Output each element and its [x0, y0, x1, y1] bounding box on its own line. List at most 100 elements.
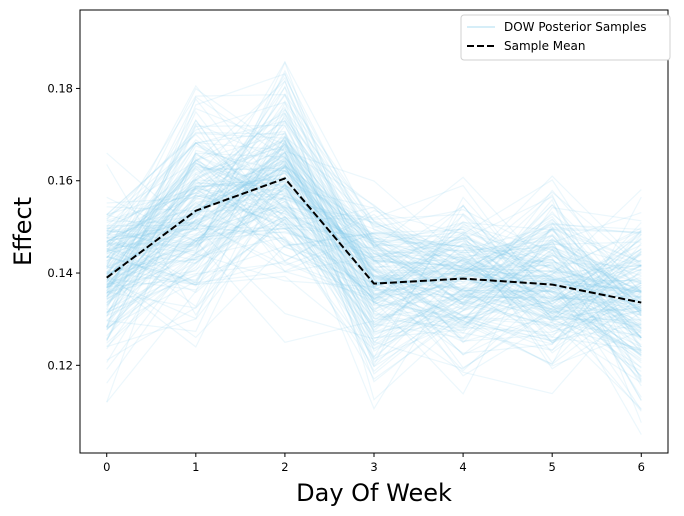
posterior-sample-line — [106, 115, 642, 301]
posterior-sample-line — [106, 164, 642, 365]
posterior-sample-line — [106, 79, 642, 401]
posterior-sample-line — [106, 212, 642, 315]
posterior-sample-line — [106, 140, 642, 311]
posterior-sample-line — [106, 152, 642, 342]
posterior-sample-line — [106, 157, 642, 370]
posterior-sample-line — [106, 163, 642, 411]
posterior-sample-line — [106, 76, 642, 423]
posterior-sample-line — [106, 198, 642, 347]
posterior-sample-line — [106, 223, 642, 324]
sample-mean-layer — [106, 177, 642, 304]
posterior-sample-line — [106, 136, 642, 332]
posterior-sample-line — [106, 214, 642, 368]
posterior-sample-line — [106, 192, 642, 301]
posterior-sample-line — [106, 149, 642, 403]
y-tick-label: 0.14 — [47, 266, 73, 280]
posterior-sample-line — [106, 218, 642, 398]
posterior-sample-line — [106, 206, 642, 306]
posterior-sample-line — [106, 107, 642, 304]
posterior-sample-line — [106, 112, 642, 305]
x-tick-label: 0 — [103, 460, 110, 474]
y-tick-label: 0.16 — [47, 174, 73, 188]
posterior-sample-line — [106, 167, 642, 378]
posterior-sample-line — [106, 203, 642, 338]
posterior-sample-line — [106, 167, 642, 326]
posterior-sample-line — [106, 146, 642, 362]
posterior-sample-line — [106, 236, 642, 368]
posterior-sample-line — [106, 138, 642, 341]
posterior-sample-line — [106, 188, 642, 373]
posterior-sample-line — [106, 155, 642, 435]
posterior-sample-line — [106, 189, 642, 383]
posterior-sample-line — [106, 135, 642, 341]
posterior-sample-line — [106, 216, 642, 384]
posterior-sample-line — [106, 165, 642, 395]
posterior-sample-line — [106, 201, 642, 311]
posterior-sample-line — [106, 136, 642, 329]
posterior-sample-line — [106, 130, 642, 358]
posterior-sample-line — [106, 84, 642, 355]
posterior-sample-line — [106, 144, 642, 339]
posterior-sample-line — [106, 87, 642, 367]
posterior-sample-line — [106, 172, 642, 308]
posterior-sample-line — [106, 184, 642, 329]
posterior-sample-line — [106, 208, 642, 341]
posterior-sample-line — [106, 162, 642, 348]
posterior-sample-line — [106, 123, 642, 316]
posterior-sample-line — [106, 60, 642, 326]
posterior-sample-line — [106, 227, 642, 352]
posterior-sample-line — [106, 159, 642, 317]
posterior-sample-line — [106, 61, 642, 306]
posterior-sample-line — [106, 119, 642, 328]
posterior-sample-line — [106, 157, 642, 380]
posterior-sample-line — [106, 96, 642, 327]
x-tick-label: 2 — [281, 460, 288, 474]
posterior-sample-line — [106, 184, 642, 328]
posterior-sample-line — [106, 141, 642, 307]
posterior-sample-line — [106, 101, 642, 352]
posterior-samples-layer — [106, 60, 642, 435]
posterior-sample-line — [106, 230, 642, 410]
posterior-sample-line — [106, 108, 642, 310]
legend: DOW Posterior Samples Sample Mean — [460, 14, 671, 61]
posterior-sample-line — [106, 178, 642, 350]
posterior-sample-line — [106, 194, 642, 334]
posterior-sample-line — [106, 151, 642, 324]
posterior-sample-line — [106, 175, 642, 334]
posterior-sample-line — [106, 182, 642, 324]
posterior-sample-line — [106, 223, 642, 326]
posterior-sample-line — [106, 148, 642, 278]
y-axis-label: Effect — [9, 197, 37, 266]
y-tick-label: 0.12 — [47, 358, 73, 372]
posterior-sample-line — [106, 93, 642, 365]
posterior-sample-line — [106, 221, 642, 354]
posterior-sample-line — [106, 155, 642, 401]
posterior-sample-line — [106, 215, 642, 300]
posterior-sample-line — [106, 164, 642, 348]
posterior-sample-line — [106, 69, 642, 369]
posterior-sample-line — [106, 252, 642, 360]
legend-label-sample-mean: Sample Mean — [504, 39, 586, 53]
posterior-sample-line — [106, 171, 642, 333]
posterior-sample-line — [106, 160, 642, 277]
legend-box — [460, 14, 671, 61]
posterior-sample-line — [106, 194, 642, 346]
posterior-sample-line — [106, 194, 642, 372]
posterior-sample-line — [106, 132, 642, 332]
posterior-sample-line — [106, 213, 642, 364]
posterior-sample-line — [106, 192, 642, 299]
posterior-sample-line — [106, 200, 642, 395]
posterior-sample-line — [106, 139, 642, 345]
posterior-sample-line — [106, 150, 642, 339]
posterior-sample-line — [106, 158, 642, 320]
posterior-sample-line — [106, 187, 642, 411]
posterior-sample-line — [106, 97, 642, 330]
posterior-sample-line — [106, 170, 642, 317]
posterior-sample-line — [106, 160, 642, 311]
posterior-sample-line — [106, 194, 642, 347]
posterior-sample-line — [106, 112, 642, 322]
x-axis: 0 1 2 3 4 5 6 — [103, 453, 645, 474]
posterior-sample-line — [106, 101, 642, 403]
posterior-sample-line — [106, 165, 642, 302]
